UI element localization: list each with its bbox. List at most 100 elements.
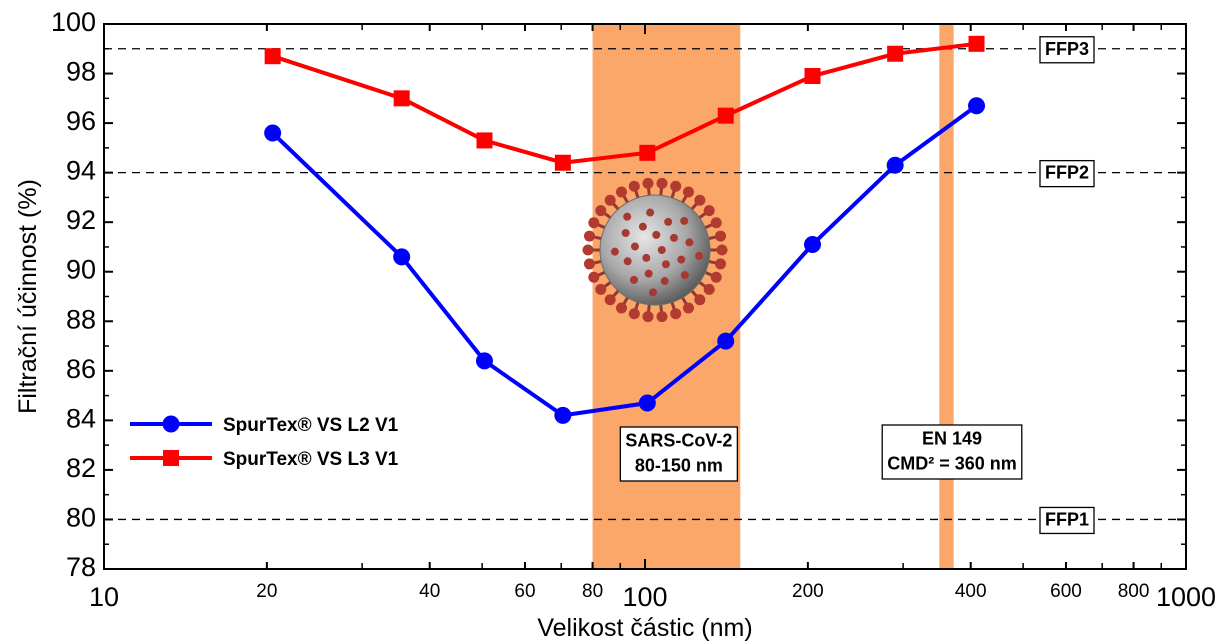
virus-surface-protein bbox=[677, 255, 686, 264]
virus-spike-head bbox=[642, 311, 654, 323]
virus-surface-protein bbox=[644, 269, 653, 278]
ref-label-ffp2-box bbox=[1039, 159, 1095, 188]
y-tick-label: 92 bbox=[66, 205, 96, 235]
virus-spike-head bbox=[710, 271, 722, 283]
band-1 bbox=[939, 24, 954, 569]
series-0-point bbox=[968, 97, 986, 115]
series-1-point bbox=[393, 90, 410, 107]
virus-surface-protein bbox=[630, 242, 639, 251]
x-tick-label: 100 bbox=[622, 582, 667, 612]
band-label-0-text: 80-150 nm bbox=[635, 456, 723, 476]
x-tick-label: 20 bbox=[256, 581, 277, 602]
virus-spike-head bbox=[616, 302, 627, 314]
series-layer bbox=[264, 35, 986, 424]
virus-surface-protein bbox=[638, 222, 647, 231]
legend-marker-1 bbox=[163, 450, 179, 466]
series-1-point bbox=[887, 45, 904, 62]
x-tick-label: 600 bbox=[1050, 581, 1082, 602]
reference-lines-layer bbox=[104, 48, 1186, 521]
virus-surface-protein bbox=[621, 228, 630, 237]
y-tick-label: 90 bbox=[66, 255, 96, 285]
series-0-point bbox=[475, 352, 493, 370]
ref-label-ffp3: FFP3 bbox=[1039, 36, 1095, 64]
virus-spike-head bbox=[628, 308, 640, 320]
legend: SpurTex® VS L2 V1 SpurTex® VS L3 V1 bbox=[130, 415, 399, 470]
band-label-1-text: CMD² = 360 nm bbox=[887, 454, 1017, 474]
legend-marker-0 bbox=[162, 415, 180, 433]
axes-layer: 78 80 82 84 86 88 90 92 94 96 98 100 10 20 40 60 80 100 20… bbox=[51, 7, 1216, 612]
x-tick-label: 40 bbox=[419, 581, 440, 602]
band-label-1-box bbox=[881, 424, 1023, 480]
y-tick-label: 80 bbox=[66, 502, 96, 532]
series-1-point bbox=[476, 132, 493, 149]
band-label-0-text: SARS-CoV-2 bbox=[625, 431, 732, 451]
band-label-0-box bbox=[619, 426, 739, 482]
y-tick-label: 84 bbox=[66, 403, 96, 433]
virus-spike-head bbox=[588, 271, 600, 283]
series-1-point bbox=[804, 68, 821, 85]
virus-spike-head bbox=[628, 180, 640, 192]
virus-spike-head bbox=[656, 177, 668, 189]
virus-spike-head bbox=[656, 311, 668, 323]
virus-surface-protein bbox=[646, 208, 655, 217]
ref-label-ffp1-box bbox=[1039, 506, 1095, 535]
virus-spike-head bbox=[595, 205, 607, 217]
ref-label-ffp3-box bbox=[1039, 36, 1095, 64]
series-1-point bbox=[554, 154, 571, 171]
series-0-point bbox=[717, 332, 735, 350]
virus-spike-head bbox=[716, 244, 728, 256]
x-tick-label: 800 bbox=[1118, 581, 1150, 602]
virus-surface-protein bbox=[660, 277, 669, 286]
x-tick-label: 1000 bbox=[1156, 582, 1216, 612]
band-label-0: SARS-CoV-2 80-150 nm bbox=[619, 426, 739, 482]
x-axis-title: Velikost částic (nm) bbox=[537, 614, 752, 642]
virus-spike-head bbox=[670, 308, 682, 320]
virus-surface-protein bbox=[685, 238, 694, 247]
virus-spike-head bbox=[582, 244, 594, 256]
virus-surface-protein bbox=[680, 271, 689, 280]
virus-spike-head bbox=[642, 177, 654, 189]
virus-spike-head bbox=[604, 294, 616, 306]
ref-label-ffp3-text: FFP3 bbox=[1045, 39, 1089, 59]
virus-spike-head bbox=[670, 180, 682, 192]
y-tick-label: 86 bbox=[66, 354, 96, 384]
series-1-point bbox=[968, 35, 985, 52]
virus-surface-protein bbox=[680, 216, 689, 225]
series-1-point bbox=[717, 107, 734, 124]
legend-label-0: SpurTex® VS L2 V1 bbox=[223, 415, 399, 436]
virus-spike-head bbox=[694, 294, 706, 306]
y-tick-label: 98 bbox=[66, 57, 96, 87]
virus-surface-protein bbox=[610, 247, 619, 256]
series-0-point bbox=[393, 248, 411, 266]
series-1-point bbox=[264, 48, 281, 65]
virus-surface-protein bbox=[623, 212, 632, 221]
virus-surface-protein bbox=[695, 251, 704, 260]
ref-label-ffp2: FFP2 bbox=[1039, 159, 1095, 188]
virus-surface-protein bbox=[669, 233, 678, 242]
virus-illustration bbox=[582, 177, 728, 323]
series-0-point bbox=[804, 235, 822, 253]
virus-surface-protein bbox=[657, 246, 666, 254]
band-label-1-text: EN 149 bbox=[922, 429, 982, 449]
virus-spike-head bbox=[616, 186, 627, 198]
virus-spike-head bbox=[595, 283, 607, 295]
x-tick-label: 200 bbox=[792, 581, 824, 602]
virus-spike-head bbox=[583, 230, 595, 242]
series-0-point bbox=[554, 406, 572, 424]
virus-surface-protein bbox=[642, 253, 651, 262]
ref-label-ffp1-text: FFP1 bbox=[1045, 509, 1089, 529]
virus-surface-protein bbox=[664, 217, 673, 226]
series-0-point bbox=[264, 124, 282, 142]
virus-spike-head bbox=[703, 205, 715, 217]
series-1-point bbox=[639, 144, 656, 161]
y-tick-label: 96 bbox=[66, 106, 96, 136]
ref-label-ffp2-text: FFP2 bbox=[1045, 163, 1089, 183]
virus-surface-protein bbox=[649, 288, 658, 297]
virus-surface-protein bbox=[652, 230, 661, 239]
virus-surface-protein bbox=[623, 257, 632, 266]
virus-spike-head bbox=[683, 302, 694, 314]
y-tick-label: 94 bbox=[66, 156, 96, 186]
virus-spike-head bbox=[604, 194, 616, 206]
virus-spike-head bbox=[583, 258, 595, 270]
legend-label-1: SpurTex® VS L3 V1 bbox=[223, 449, 399, 470]
